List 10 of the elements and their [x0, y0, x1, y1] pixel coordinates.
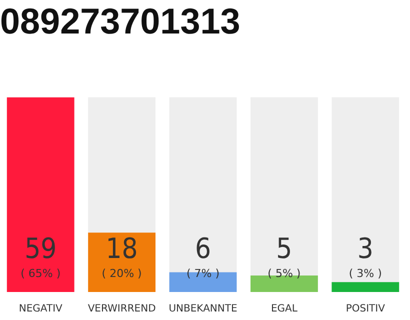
- x-tick-label: VERWIRREND: [88, 304, 156, 315]
- chart-title: 089273701313: [0, 0, 240, 42]
- data-label: 59 ( 65% ): [20, 232, 61, 280]
- x-tick-label: UNBEKANNTE: [168, 304, 238, 315]
- data-label: 18 ( 20% ): [102, 232, 142, 280]
- x-tick-label: EGAL: [270, 304, 298, 315]
- data-label: 3 ( 3% ): [348, 232, 382, 280]
- x-tick-label: NEGATIV: [18, 304, 63, 315]
- bar: [332, 282, 400, 292]
- x-tick-label: POSITIV: [346, 304, 386, 315]
